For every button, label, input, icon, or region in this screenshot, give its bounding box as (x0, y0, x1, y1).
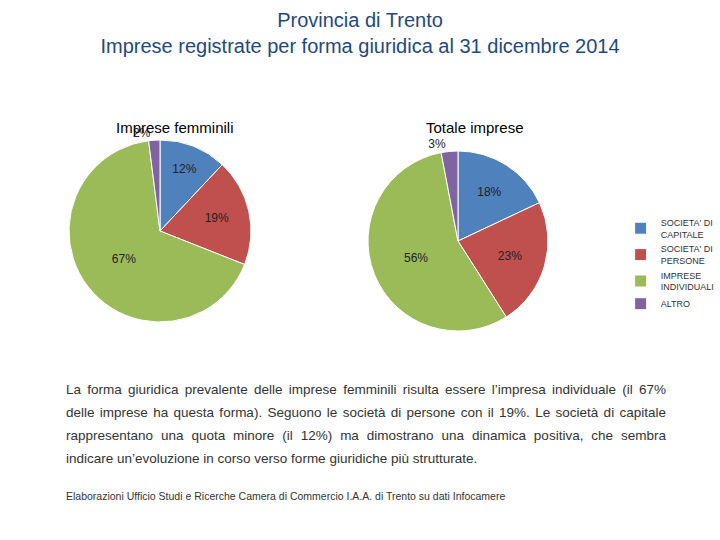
html-text:La forma giuridica prevalente: La forma giuridica prevalente delle impr… (66, 382, 666, 466)
svg-text:23%: 23% (498, 249, 522, 263)
svg-text:12%: 12% (172, 162, 196, 176)
svg-text:IMPRESEINDIVIDUALI: IMPRESEINDIVIDUALI (661, 271, 714, 293)
svg-text:18%: 18% (477, 185, 501, 199)
svg-text:Imprese femminili: Imprese femminili (116, 119, 234, 136)
svg-text:2%: 2% (133, 126, 151, 140)
html-text:Elaborazioni Ufficio Studi e R: Elaborazioni Ufficio Studi e Ricerche Ca… (66, 490, 506, 502)
svg-text:67%: 67% (112, 252, 136, 266)
svg-text:SOCIETA' DICAPITALE: SOCIETA' DICAPITALE (661, 218, 713, 240)
svg-text:56%: 56% (404, 251, 428, 265)
svg-text:SOCIETA' DIPERSONE: SOCIETA' DIPERSONE (661, 244, 713, 266)
svg-text:Provincia di TrentoImprese reg: Provincia di TrentoImprese registrate pe… (100, 9, 619, 57)
svg-text:3%: 3% (428, 137, 446, 151)
svg-text:Totale imprese: Totale imprese (426, 119, 524, 136)
svg-text:19%: 19% (205, 211, 229, 225)
svg-text:ALTRO: ALTRO (661, 299, 690, 309)
